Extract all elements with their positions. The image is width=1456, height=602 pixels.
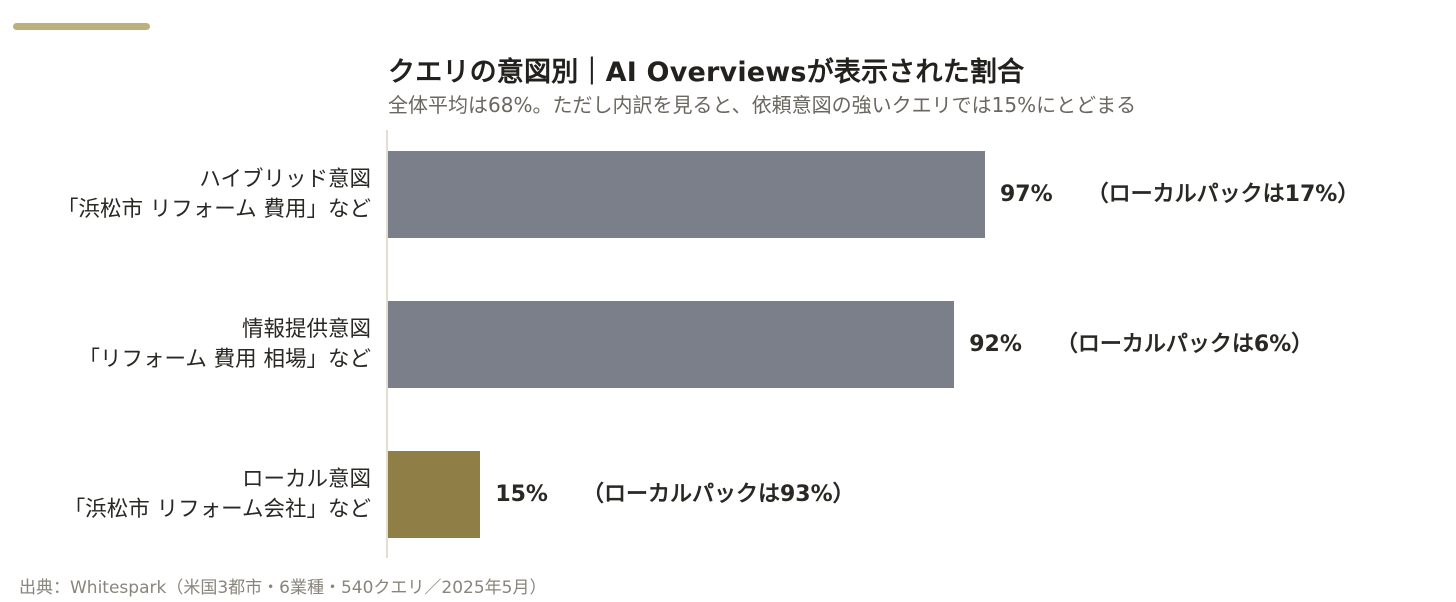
bar-value: 15%	[495, 481, 548, 507]
value-label: 92% （ローカルパックは6%）	[969, 330, 1313, 360]
category-label: ローカル意図「浜松市 リフォーム会社」など	[64, 465, 371, 525]
bar-value: 97%	[1000, 181, 1053, 207]
category-name: 情報提供意図	[241, 316, 371, 342]
local-pack-annotation: （ローカルパックは17%）	[1086, 181, 1360, 207]
bar-value: 92%	[969, 331, 1022, 357]
category-example: 「浜松市 リフォーム 費用」など	[56, 196, 371, 222]
category-example: 「浜松市 リフォーム会社」など	[63, 496, 371, 522]
bar	[388, 451, 481, 538]
accent-bar	[13, 23, 150, 30]
category-label: ハイブリッド意図「浜松市 リフォーム 費用」など	[57, 165, 371, 225]
local-pack-annotation: （ローカルパックは93%）	[581, 481, 855, 507]
category-name: ハイブリッド意図	[199, 166, 371, 192]
value-label: 15% （ローカルパックは93%）	[495, 480, 854, 510]
chart-subtitle: 全体平均は68%。ただし内訳を見ると、依頼意図の強いクエリでは15%にとどまる	[388, 93, 1137, 117]
category-example: 「リフォーム 費用 相場」など	[78, 346, 371, 372]
value-label: 97% （ローカルパックは17%）	[1000, 180, 1359, 210]
bar	[388, 301, 955, 388]
category-name: ローカル意図	[241, 466, 371, 492]
chart-title: クエリの意図別｜AI Overviewsが表示された割合	[388, 57, 1025, 88]
source-note: 出典：Whitespark（米国3都市・6業種・540クエリ／2025年5月）	[19, 578, 547, 598]
local-pack-annotation: （ローカルパックは6%）	[1055, 331, 1314, 357]
category-axis-line	[386, 130, 388, 558]
bar	[388, 151, 985, 238]
category-label: 情報提供意図「リフォーム 費用 相場」など	[78, 315, 371, 375]
